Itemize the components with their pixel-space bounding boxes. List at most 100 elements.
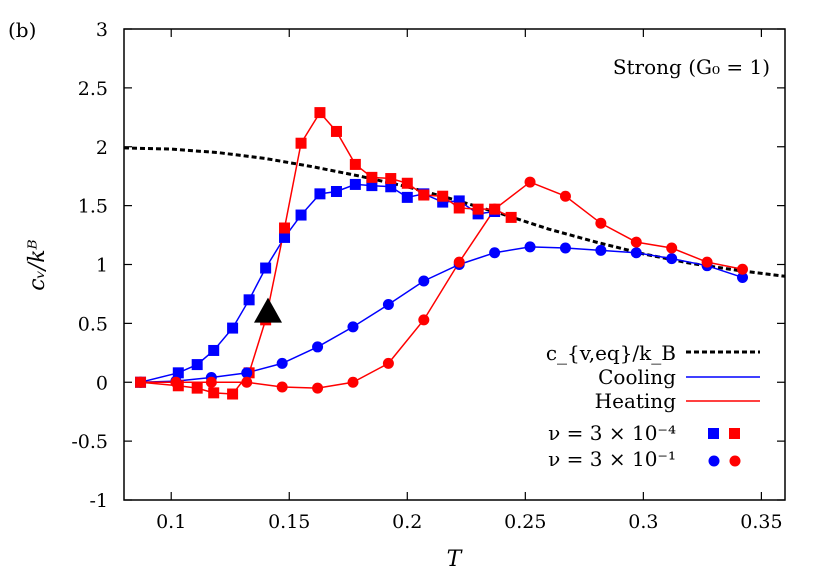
data-point-square [243,294,255,306]
data-point-square [260,262,272,274]
y-tick-label: -1 [89,490,108,512]
data-point-square [227,388,239,400]
data-point-circle [595,244,607,256]
x-tick-label: 0.15 [268,511,310,533]
legend: c_{v,eq}/k_B Cooling Heating ν = 3 × 10⁻… [546,341,760,471]
y-tick-label: 1 [96,255,108,277]
data-point-circle [489,203,501,215]
y-tick-label: 0 [96,372,108,394]
y-tick-label: -0.5 [71,431,108,453]
x-tick-label: 0.35 [740,511,782,533]
y-axis-title: cᵥ/kᴮ [25,239,50,290]
data-point-square [208,344,220,356]
data-point-circle [630,247,642,259]
data-point-square [505,211,517,223]
data-point-square [314,188,326,200]
data-point-circle [276,381,288,393]
data-point-square [401,191,413,203]
data-point-square [295,209,307,221]
x-axis-title: T [447,547,464,572]
data-point-square [172,367,184,379]
data-point-circle [701,256,713,268]
data-point-square [208,387,220,399]
data-point-circle [666,253,678,265]
data-point-square [385,173,397,185]
data-point-circle [595,217,607,229]
annotation-strong: Strong (G₀ = 1) [613,55,770,79]
data-point-circle [524,176,536,188]
data-point-circle [453,256,465,268]
x-tick-label: 0.1 [156,511,186,533]
data-point-circle [418,314,430,326]
data-point-square [401,177,413,189]
data-point-square [437,190,449,202]
data-point-square [227,322,239,334]
data-point-square [191,382,203,394]
y-tick-label: 3 [96,19,108,41]
data-point-square [453,195,465,207]
data-point-square [349,158,361,170]
legend-label-equilibrium: c_{v,eq}/k_B [546,341,676,365]
legend-circle-red [729,455,741,467]
y-tick-labels: -1 -0.5 0 0.5 1 1.5 2 2.5 3 [71,19,108,512]
y-tick-label: 2 [96,137,108,159]
data-point-square [437,196,449,208]
data-point-circle [382,357,394,369]
data-point-circle [418,275,430,287]
data-point-circle [382,299,394,311]
data-point-circle [205,376,217,388]
data-point-square [366,171,378,183]
y-tick-label: 1.5 [78,196,108,218]
y-tick-label: 0.5 [78,313,108,335]
legend-label-cooling: Cooling [598,365,676,389]
data-point-square [279,231,291,243]
series-line-2 [140,246,743,383]
data-point-square [418,189,430,201]
data-point-circle [737,263,749,275]
data-point-circle [489,247,501,259]
data-point-circle [241,367,253,379]
data-point-square [349,178,361,190]
data-point-square [385,181,397,193]
legend-label-slow-rate: ν = 3 × 10⁻⁴ [548,421,676,445]
data-point-circle [630,236,642,248]
legend-square-blue [708,428,719,439]
data-point-square [191,359,203,371]
data-point-square [453,202,465,214]
data-point-circle [524,241,536,253]
x-tick-label: 0.2 [392,511,422,533]
data-point-circle [347,376,359,388]
data-point-circle [737,271,749,283]
panel-label: (b) [8,18,36,42]
legend-circle-blue [708,455,720,467]
legend-square-red [729,428,740,439]
data-point-square [295,137,307,149]
data-point-circle [170,376,182,388]
legend-label-heating: Heating [595,389,677,413]
triangle-point [254,297,283,323]
data-point-square [314,107,326,119]
data-point-circle [135,376,147,388]
data-point-square [279,222,291,234]
x-tick-label: 0.25 [504,511,546,533]
data-point-circle [241,376,253,388]
triangle-marker [254,297,283,323]
data-point-square [330,125,342,137]
y-tick-label: 2.5 [78,78,108,100]
data-point-circle [312,341,324,353]
data-point-circle [666,242,678,254]
data-point-square [366,180,378,192]
data-point-square [330,185,342,197]
x-tick-label: 0.3 [628,511,658,533]
data-point-circle [312,382,324,394]
data-point-circle [276,357,288,369]
data-point-square [472,203,484,215]
x-tick-labels: 0.1 0.15 0.2 0.25 0.3 0.35 [156,511,782,533]
series-line-3 [140,181,743,389]
data-point-circle [559,190,571,202]
series-markers [135,107,749,400]
data-point-circle [559,242,571,254]
legend-label-fast-rate: ν = 3 × 10⁻¹ [548,447,676,471]
data-point-circle [347,321,359,333]
